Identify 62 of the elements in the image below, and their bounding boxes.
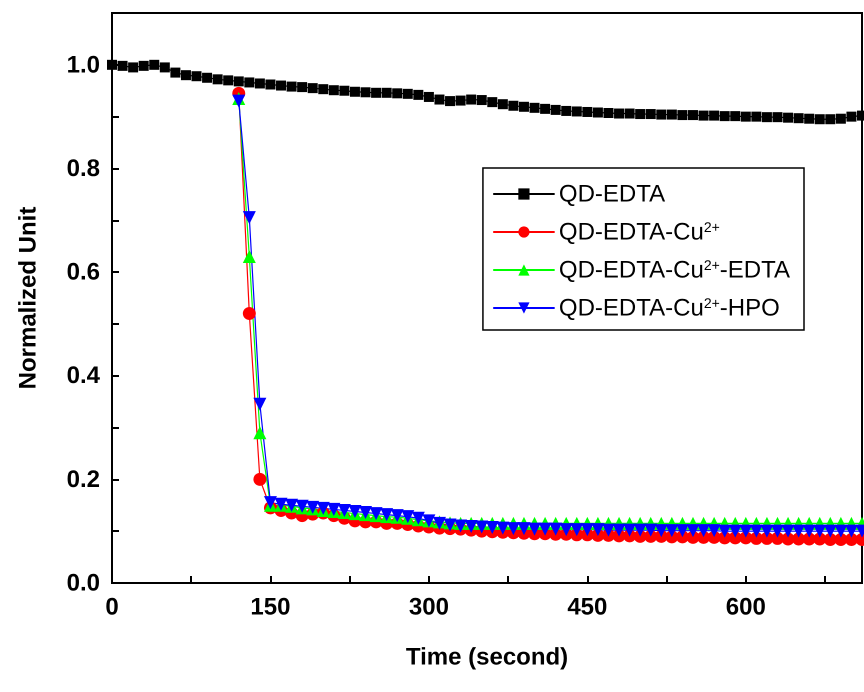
point (253, 426, 266, 440)
point (813, 524, 826, 538)
point (591, 523, 604, 536)
x-axis-title: Time (second) (406, 644, 568, 670)
point (686, 524, 700, 538)
point (718, 524, 732, 538)
x-tick-label: 150 (250, 594, 290, 620)
point (697, 524, 710, 538)
y-axis-title: Normalized Unit (14, 206, 42, 390)
x-tick-label: 0 (105, 594, 119, 620)
point (570, 523, 584, 536)
x-tick-label: 600 (726, 594, 766, 620)
point (549, 522, 562, 536)
point (338, 504, 351, 517)
point (834, 524, 848, 538)
legend-label: QD-EDTA (558, 180, 666, 208)
point (654, 524, 668, 538)
y-tick-label: 0.6 (66, 258, 100, 286)
point (253, 398, 266, 411)
point (676, 524, 689, 538)
point (506, 522, 520, 536)
point (824, 524, 837, 538)
point (486, 521, 499, 534)
point (728, 524, 742, 538)
point (464, 520, 478, 534)
point (644, 524, 658, 537)
y-tick-label: 0.8 (66, 154, 100, 182)
point (538, 522, 552, 536)
point (348, 504, 362, 518)
point (253, 472, 266, 486)
point (665, 524, 678, 538)
x-tick-label: 300 (408, 594, 449, 620)
point (454, 520, 468, 532)
point (782, 524, 795, 538)
point (770, 524, 784, 538)
y-tick-label: 0.0 (66, 570, 100, 596)
y-tick-label: 1.0 (66, 51, 100, 78)
point (517, 522, 530, 536)
point (242, 211, 256, 224)
point (739, 524, 752, 538)
point (844, 524, 858, 538)
point (580, 523, 594, 536)
point (528, 522, 542, 536)
point (560, 523, 573, 536)
point (612, 524, 626, 537)
point (802, 524, 816, 538)
y-tick-label: 0.4 (66, 362, 101, 390)
point (760, 524, 774, 538)
point (602, 524, 615, 537)
point (232, 94, 246, 108)
point (792, 524, 806, 538)
point (634, 524, 647, 537)
point (750, 524, 763, 538)
point (242, 307, 256, 320)
point (475, 520, 488, 534)
point (708, 524, 721, 538)
point (242, 250, 256, 264)
x-tick-label: 450 (567, 594, 608, 620)
point (496, 522, 510, 535)
point (264, 496, 277, 510)
y-tick-label: 0.2 (66, 466, 100, 493)
point (623, 524, 636, 537)
